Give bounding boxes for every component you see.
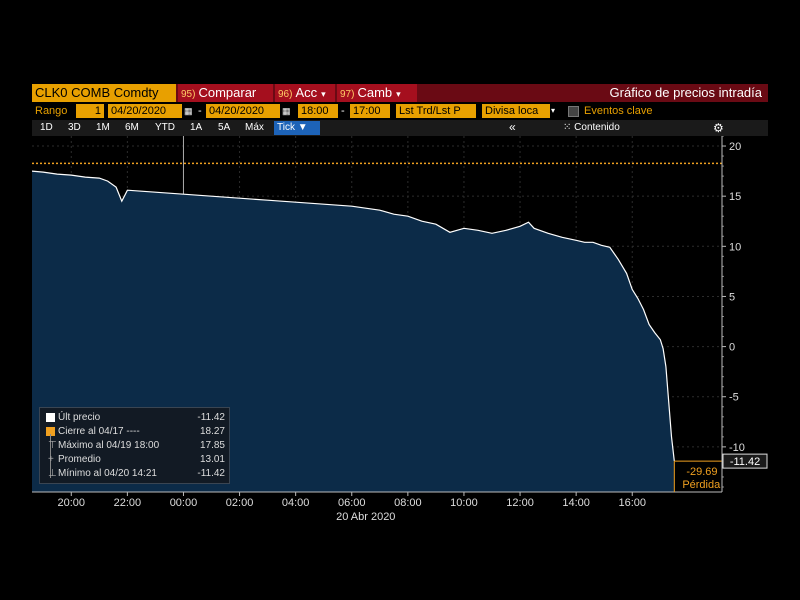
title-bar: CLK0 COMB Comdty 95) Comparar 96) Acc ▾ 97)… bbox=[32, 84, 768, 102]
white-swatch-icon bbox=[46, 413, 55, 422]
content-icon: ⁙ bbox=[563, 122, 572, 133]
x-tick-label: 02:00 bbox=[226, 497, 254, 509]
compare-label: Comparar bbox=[198, 85, 257, 100]
x-tick-label: 10:00 bbox=[450, 497, 478, 509]
x-tick-label: 14:00 bbox=[562, 497, 590, 509]
y-tick-label: 15 bbox=[729, 191, 741, 203]
x-tick-label: 22:00 bbox=[114, 497, 142, 509]
key-events-label: Eventos clave bbox=[584, 105, 653, 117]
currency-select[interactable]: Divisa loca bbox=[482, 104, 550, 118]
app-title: Gráfico de precios intradía bbox=[609, 85, 762, 100]
chevron-down-icon: ▾ bbox=[321, 89, 326, 99]
legend-connector bbox=[50, 434, 51, 478]
actions-shortcut: 96) bbox=[278, 89, 293, 100]
date-separator: - bbox=[198, 105, 202, 117]
loss-label: Pérdida bbox=[682, 479, 721, 491]
actions-label: Acc bbox=[295, 85, 318, 100]
start-date-field[interactable]: 04/20/2020 bbox=[108, 104, 182, 118]
last-price-tag bbox=[722, 453, 768, 469]
legend-name: Máximo al 04/19 18:00 bbox=[58, 440, 160, 451]
compare-button[interactable]: 95) Comparar bbox=[178, 84, 273, 102]
x-tick-label: 12:00 bbox=[506, 497, 534, 509]
legend-name: Promedio bbox=[58, 454, 101, 465]
content-label: Contenido bbox=[574, 122, 620, 133]
end-date-field[interactable]: 04/20/2020 bbox=[206, 104, 280, 118]
orange-swatch-icon bbox=[46, 427, 55, 436]
legend-value: -11.42 bbox=[197, 412, 225, 423]
content-button[interactable]: ⁙ Contenido bbox=[560, 121, 623, 135]
calendar-icon[interactable]: ▦ bbox=[184, 106, 193, 116]
ticker-field[interactable]: CLK0 COMB Comdty bbox=[32, 84, 176, 102]
x-tick-label: 00:00 bbox=[170, 497, 198, 509]
time-separator: - bbox=[341, 105, 345, 117]
y-axis: 20 15 10 5 0 -5 -10 bbox=[721, 136, 745, 492]
x-axis: 20:00 22:00 00:00 02:00 04:00 06:00 08:00 10:00… bbox=[32, 491, 722, 520]
period-1a[interactable]: 1A bbox=[190, 122, 203, 133]
actions-menu-button[interactable]: 96) Acc ▾ bbox=[275, 84, 335, 102]
chevron-down-icon: ▼ bbox=[297, 122, 308, 133]
period-max[interactable]: Máx bbox=[245, 122, 264, 133]
period-1d[interactable]: 1D bbox=[40, 122, 53, 133]
y-tick-label: 0 bbox=[729, 342, 735, 354]
period-6m[interactable]: 6M bbox=[125, 122, 139, 133]
y-tick-label: 10 bbox=[729, 241, 741, 253]
range-bar: Rango 1 04/20/2020 ▦ - 04/20/2020 ▦ 18:0… bbox=[32, 102, 768, 120]
compare-shortcut: 95) bbox=[181, 89, 196, 100]
period-ytd[interactable]: YTD bbox=[155, 122, 175, 133]
last-price-tag-label: -11.42 bbox=[730, 456, 760, 468]
tick-label: Tick bbox=[277, 122, 295, 133]
x-tick-label: 16:00 bbox=[618, 497, 646, 509]
legend-name: Últ precio bbox=[58, 412, 101, 423]
legend-average: + Promedio 13.01 bbox=[40, 453, 231, 466]
end-time-field[interactable]: 17:00 bbox=[350, 104, 390, 118]
legend-value: 17.85 bbox=[199, 440, 225, 451]
period-3d[interactable]: 3D bbox=[68, 122, 81, 133]
period-bar: 1D 3D 1M 6M YTD 1A 5A Máx Tick ▼ « ⁙ Con… bbox=[32, 120, 768, 136]
x-tick-label: 08:00 bbox=[394, 497, 422, 509]
range-label: Rango bbox=[35, 105, 68, 117]
low-marker-icon: ⊥ bbox=[48, 468, 57, 479]
collapse-icon[interactable]: « bbox=[509, 120, 516, 134]
price-line bbox=[32, 170, 675, 462]
key-events-toggle[interactable]: Eventos clave bbox=[568, 104, 652, 118]
checkbox-icon bbox=[568, 105, 579, 117]
legend-value: 18.27 bbox=[199, 426, 225, 437]
x-tick-label: 20:00 bbox=[58, 497, 86, 509]
y-tick-label: 20 bbox=[729, 141, 741, 153]
legend-high: ⊤ Máximo al 04/19 18:00 17.85 bbox=[40, 439, 231, 452]
period-1m[interactable]: 1M bbox=[96, 122, 110, 133]
calendar-icon[interactable]: ▦ bbox=[282, 106, 291, 116]
terminal-frame: CLK0 COMB Comdty 95) Comparar 96) Acc ▾ 97)… bbox=[32, 84, 768, 520]
legend-name: Cierre al 04/17 ---- bbox=[58, 426, 140, 437]
range-value-field[interactable]: 1 bbox=[76, 104, 104, 118]
legend-value: -11.42 bbox=[197, 468, 225, 479]
chevron-down-icon: ▾ bbox=[396, 89, 401, 99]
x-date-label: 20 Abr 2020 bbox=[336, 511, 395, 520]
change-shortcut: 97) bbox=[340, 89, 355, 100]
y-tick-label: 5 bbox=[729, 291, 735, 303]
chevron-down-icon[interactable]: ▾ bbox=[551, 106, 556, 115]
y-tick-label: -5 bbox=[729, 392, 739, 404]
gear-icon[interactable]: ⚙ bbox=[713, 121, 724, 135]
legend-name: Mínimo al 04/20 14:21 bbox=[58, 468, 157, 479]
start-time-field[interactable]: 18:00 bbox=[298, 104, 338, 118]
legend-value: 13.01 bbox=[199, 454, 225, 465]
change-menu-button[interactable]: 97) Camb ▾ bbox=[337, 84, 417, 102]
legend-last-price: Últ precio -11.42 bbox=[40, 411, 231, 424]
period-5a[interactable]: 5A bbox=[218, 122, 231, 133]
y-tick-label: -10 bbox=[729, 442, 745, 454]
loss-value: -29.69 bbox=[686, 466, 717, 478]
average-marker-icon: + bbox=[48, 454, 54, 465]
legend-prior-close: Cierre al 04/17 ---- 18.27 bbox=[40, 425, 231, 438]
x-tick-label: 04:00 bbox=[282, 497, 310, 509]
change-label: Camb bbox=[357, 85, 393, 100]
high-marker-icon: ⊤ bbox=[48, 440, 57, 451]
x-tick-label: 06:00 bbox=[338, 497, 366, 509]
legend[interactable]: Últ precio -11.42 Cierre al 04/17 ---- 1… bbox=[39, 407, 230, 484]
legend-low: ⊥ Mínimo al 04/20 14:21 -11.42 bbox=[40, 467, 231, 480]
tick-dropdown[interactable]: Tick ▼ bbox=[274, 121, 320, 135]
price-field-select[interactable]: Lst Trd/Lst P bbox=[396, 104, 476, 118]
